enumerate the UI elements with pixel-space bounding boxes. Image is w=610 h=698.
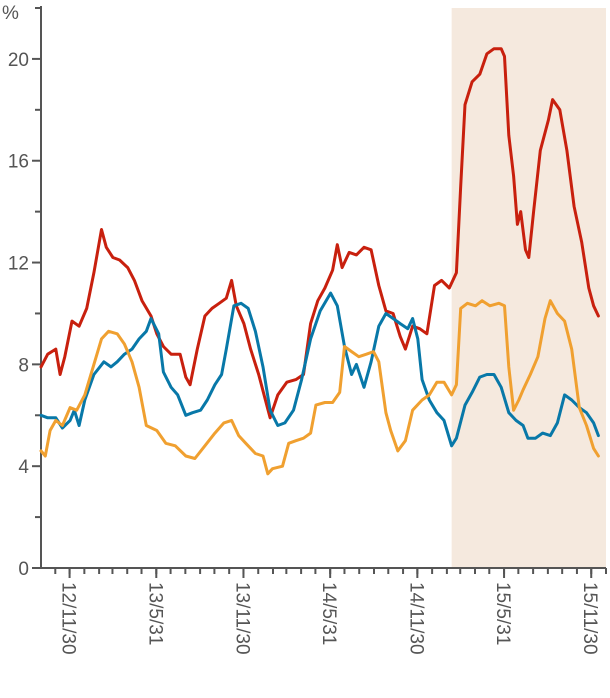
series-line-3 [39, 299, 600, 476]
shaded-period-layer [451, 8, 606, 568]
x-tick-label: 14/11/30 [405, 582, 426, 655]
y-axis-unit-label: % [2, 3, 19, 24]
y-tick-label: 0 [18, 559, 29, 580]
x-tick-label: 13/5/31 [144, 582, 165, 645]
labels-layer: 0 4 8 12 16 20% 12/11/30 13/5/31 13/11/30 14/5/31… [2, 3, 600, 655]
series-line-2 [39, 291, 600, 448]
x-tick-label: 13/11/30 [231, 582, 252, 655]
x-tick-label: 15/5/31 [492, 582, 513, 645]
x-tick-label: 14/5/31 [318, 582, 339, 645]
y-tick-label: 12 [8, 254, 29, 275]
y-tick-label: 4 [18, 457, 29, 478]
x-tick-label: 12/11/30 [58, 582, 79, 655]
y-tick-label: 20 [8, 50, 29, 71]
y-tick-label: 8 [18, 355, 29, 376]
series-line-1 [39, 47, 600, 420]
x-tick-label: 15/11/30 [579, 582, 600, 655]
series-layer [39, 47, 600, 476]
axes-layer [32, 6, 607, 578]
shaded-period [451, 8, 606, 568]
y-tick-label: 16 [8, 152, 29, 173]
